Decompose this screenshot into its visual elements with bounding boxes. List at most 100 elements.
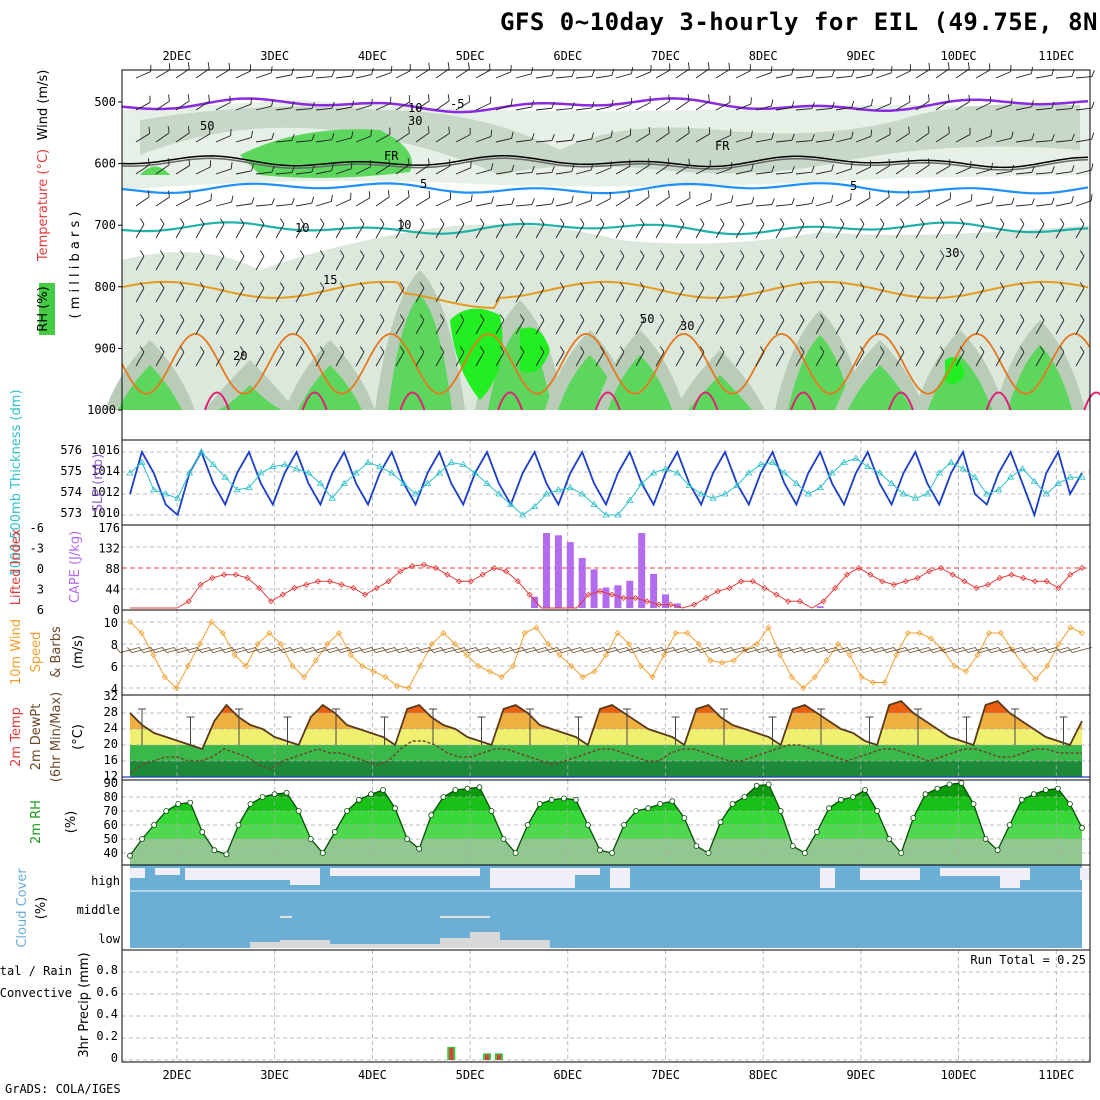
- wind-barb-flag: [779, 218, 785, 225]
- wind-barb: [955, 62, 970, 79]
- wind-barb-flag: [899, 282, 905, 289]
- wind-barb-shaft: [555, 171, 572, 175]
- wind-barb: [715, 314, 725, 335]
- wind-barb: [855, 68, 874, 79]
- wind-barb-flag: [687, 62, 690, 70]
- y-tick-cloud-high: high: [91, 874, 120, 888]
- wind-barb-shaft: [1035, 140, 1052, 143]
- wind-barb: [455, 282, 465, 303]
- lifted-index-point: [514, 578, 521, 585]
- wind-barb-flag: [609, 192, 611, 199]
- rh2m-point: [163, 808, 170, 814]
- wind-barb-flag: [319, 282, 325, 289]
- wind-barb-flag: [179, 218, 185, 225]
- wind-barb-shaft: [195, 255, 205, 271]
- thickness-point: [483, 479, 491, 486]
- wind-barb: [735, 346, 745, 367]
- thickness-point: [364, 458, 372, 465]
- wind-barb-flag: [639, 282, 645, 289]
- wind10-barb-flag: [115, 647, 121, 653]
- wind-barb-flag: [379, 282, 385, 289]
- wind-barb-flag: [619, 314, 625, 321]
- wind-barb-shaft: [455, 134, 471, 143]
- wind10-barb-flag: [916, 647, 922, 653]
- wind-barb-shaft: [755, 138, 772, 143]
- wind-barb-flag: [831, 101, 835, 109]
- wind-barb-flag: [1071, 196, 1074, 203]
- isotherm-25-loop: [204, 391, 230, 411]
- rh-band: [130, 825, 1082, 839]
- wind-barb: [755, 250, 765, 271]
- wind-barb-shaft: [255, 287, 265, 303]
- wind-barb-flag: [667, 126, 670, 133]
- wind-barb-shaft: [555, 255, 565, 271]
- x-tick-bottom-4DEC: 4DEC: [358, 1068, 387, 1082]
- wind-barb-flag: [571, 195, 574, 203]
- rh2m-point: [271, 791, 278, 798]
- wind-barb-shaft: [675, 351, 685, 367]
- wind-barb-flag: [579, 282, 585, 289]
- wind10-barb-flag: [672, 647, 678, 653]
- wind-barb-shaft: [715, 223, 725, 239]
- wind-barb-shaft: [895, 164, 910, 175]
- wind-barb-flag: [939, 282, 945, 289]
- thickness-point: [566, 483, 575, 491]
- wind-barb-flag: [179, 346, 185, 353]
- ylabel-cloud: Cloud Cover: [15, 868, 30, 948]
- isotherm-25-loop: [399, 391, 426, 411]
- wind-barb: [835, 192, 852, 207]
- wind-barb-flag: [799, 346, 805, 353]
- wind-barb-shaft: [475, 255, 485, 271]
- rh2m-point: [874, 808, 881, 814]
- wind-barb-shaft: [235, 223, 245, 239]
- wind-barb: [915, 314, 925, 335]
- wind-barb-shaft: [775, 203, 792, 207]
- wind-barb-shaft: [635, 351, 645, 367]
- wind-barb: [455, 94, 471, 111]
- wind-barb-flag: [639, 250, 645, 257]
- wind10-barb-flag: [777, 647, 783, 653]
- wind-barb: [915, 158, 930, 175]
- wind-speed-point: [324, 640, 331, 648]
- rh2m-point: [970, 801, 977, 807]
- thickness-point: [1054, 479, 1062, 486]
- wind-barb-flag: [379, 218, 385, 225]
- rh2m-point: [1018, 796, 1025, 803]
- wind-speed-point: [301, 673, 308, 681]
- wind-barb-flag: [499, 346, 505, 353]
- wind-barb-flag: [1071, 133, 1075, 141]
- wind-barb-flag: [1079, 282, 1085, 289]
- wind-barb-shaft: [415, 197, 430, 207]
- wind-barb: [935, 282, 945, 303]
- wind-barb-flag: [679, 314, 685, 321]
- wind10-barb-flag: [754, 647, 760, 653]
- wind-barb-flag: [491, 196, 494, 204]
- wind-speed-point: [370, 668, 377, 675]
- lifted-index-point: [655, 601, 662, 608]
- wind-barb-shaft: [255, 319, 265, 335]
- wind-barb-flag: [779, 250, 785, 257]
- wind-barb: [375, 96, 392, 111]
- wind-barb-flag: [259, 218, 265, 225]
- wind-barb: [1015, 250, 1025, 271]
- y-tick-slp-1012: 1012: [91, 485, 120, 499]
- rh-band: [130, 797, 1082, 811]
- rh-legend-swatch: [39, 283, 55, 335]
- ylabel-rh2m-unit: (%): [64, 811, 79, 834]
- wind-barb-flag: [259, 346, 265, 353]
- wind-barb: [575, 218, 585, 239]
- wind-barb-flag: [999, 218, 1005, 225]
- wind-barb: [935, 250, 945, 271]
- wind-barb: [135, 282, 145, 303]
- wind-barb: [435, 282, 445, 303]
- thickness-point: [173, 494, 182, 501]
- wind-speed-point: [858, 673, 865, 681]
- thickness-point: [887, 479, 896, 486]
- cloud-mid-mark-2: [280, 916, 292, 918]
- thickness-point: [257, 469, 265, 476]
- cloud-clear-high: [860, 868, 920, 880]
- wind-barb-flag: [168, 190, 170, 198]
- wind-barb-shaft: [395, 196, 410, 207]
- wind-barb-shaft: [895, 351, 905, 367]
- wind-barb-flag: [710, 193, 712, 200]
